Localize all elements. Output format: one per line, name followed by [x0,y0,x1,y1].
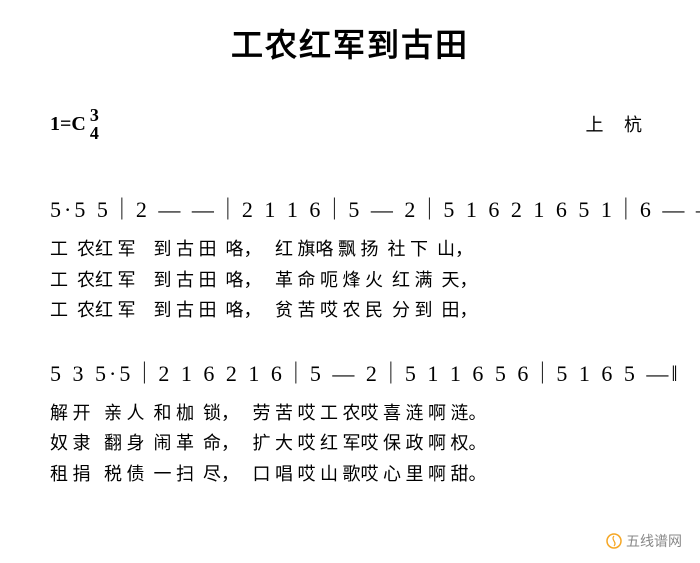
time-numerator: 3 [90,106,99,124]
song-origin: 上 杭 [586,111,651,137]
lyrics-1-verse-3: 工 农红 军 到 古 田 咯， 贫 苦 哎 农 民 分 到 田， [50,295,650,326]
key-origin-row: 1=C 3 4 上 杭 [40,106,660,142]
lyrics-1-verse-2: 工 农红 军 到 古 田 咯， 革 命 呃 烽 火 红 满 天， [50,265,650,296]
time-signature: 3 4 [90,106,99,142]
lyrics-block-1: 工 农红 军 到 古 田 咯， 红 旗咯 飘 扬 社 下 山， 工 农红 军 到… [40,234,660,326]
lyrics-2-verse-1: 解 开 亲 人 和 枷 锁， 劳 苦 哎 工 农哎 喜 涟 啊 涟。 [50,398,650,429]
watermark-text: 五线谱网 [626,531,682,551]
lyrics-1-verse-1: 工 农红 军 到 古 田 咯， 红 旗咯 飘 扬 社 下 山， [50,234,650,265]
treble-clef-icon [606,533,622,549]
key-signature: 1=C 3 4 [50,106,99,142]
song-title: 工农红军到古田 [40,20,660,66]
lyrics-2-verse-3: 租 捐 税 债 一 扫 尽， 口 唱 哎 山 歌哎 心 里 啊 甜。 [50,459,650,490]
time-denominator: 4 [90,124,99,142]
sheet-music-page: 工农红军到古田 1=C 3 4 上 杭 5·5 5｜2 — —｜2 1 1 6｜… [0,0,700,540]
notation-line-1: 5·5 5｜2 — —｜2 1 1 6｜5 — 2｜5 1 6 2 1 6 5 … [50,192,650,224]
music-line-2: 5 3 5·5｜2 1 6 2 1 6｜5 — 2｜5 1 1 6 5 6｜5 … [40,356,660,388]
music-line-1: 5·5 5｜2 — —｜2 1 1 6｜5 — 2｜5 1 6 2 1 6 5 … [40,192,660,224]
key-prefix: 1=C [50,113,86,136]
watermark: 五线谱网 [606,531,682,551]
lyrics-2-verse-2: 奴 隶 翻 身 闹 革 命， 扩 大 哎 红 军哎 保 政 啊 权。 [50,428,650,459]
lyrics-block-2: 解 开 亲 人 和 枷 锁， 劳 苦 哎 工 农哎 喜 涟 啊 涟。 奴 隶 翻… [40,398,660,490]
notation-line-2: 5 3 5·5｜2 1 6 2 1 6｜5 — 2｜5 1 1 6 5 6｜5 … [50,356,650,388]
